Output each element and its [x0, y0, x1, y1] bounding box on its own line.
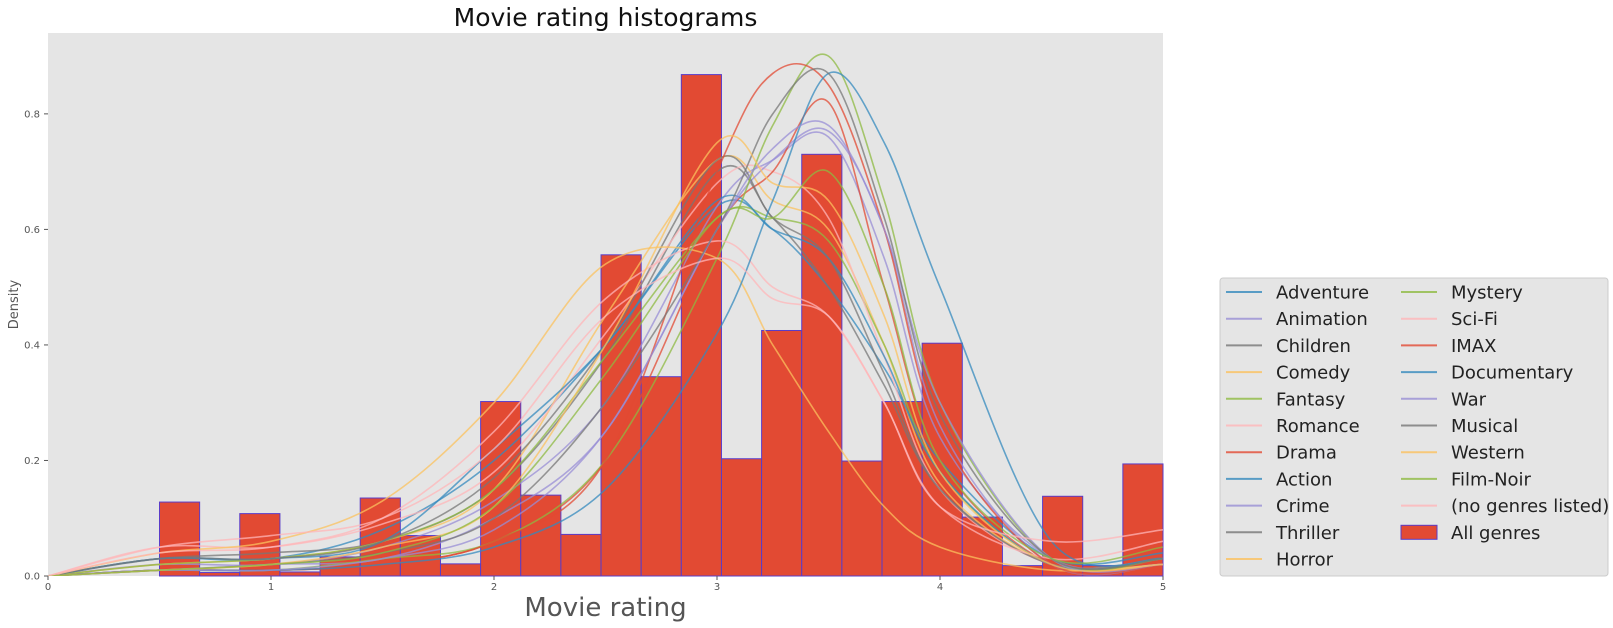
- legend-label: Drama: [1276, 443, 1337, 464]
- legend-label: Western: [1451, 443, 1525, 464]
- histogram-bar: [560, 533, 602, 577]
- legend-label: Romance: [1276, 416, 1360, 437]
- chart-title: Movie rating histograms: [454, 3, 758, 32]
- legend-label: Sci-Fi: [1451, 309, 1498, 330]
- legend-label: Comedy: [1276, 363, 1351, 384]
- y-tick-label: 0.0: [24, 572, 40, 583]
- density-lines: [48, 53, 1163, 576]
- histogram-bar: [1122, 463, 1164, 577]
- y-tick-label: 0.8: [24, 109, 40, 120]
- y-tick-label: 0.4: [24, 340, 40, 351]
- y-axis-label: Density: [7, 279, 22, 329]
- legend-label: Mystery: [1451, 283, 1523, 304]
- histogram-bar: [640, 376, 682, 577]
- histogram-bar: [801, 153, 843, 577]
- legend-label: Animation: [1276, 309, 1368, 330]
- histogram-bar: [720, 458, 763, 577]
- legend-label: Musical: [1451, 416, 1518, 437]
- legend-swatch: [1400, 524, 1438, 540]
- x-axis-label: Movie rating: [524, 593, 686, 623]
- histogram-bar: [761, 329, 803, 577]
- density-line: [48, 169, 1163, 576]
- x-tick-label: 2: [491, 582, 497, 593]
- legend-label: Action: [1276, 469, 1332, 490]
- legend-label: Film-Noir: [1451, 469, 1532, 490]
- density-line: [48, 155, 1163, 576]
- x-tick-label: 5: [1160, 582, 1166, 593]
- density-line: [48, 257, 1163, 576]
- legend-label: Fantasy: [1276, 389, 1346, 410]
- legend-label: Adventure: [1276, 283, 1369, 304]
- legend-box: [1219, 277, 1609, 577]
- legend-label: (no genres listed): [1451, 496, 1609, 517]
- y-tick-label: 0.2: [24, 456, 40, 467]
- legend-label: Horror: [1276, 550, 1334, 571]
- legend-label: Children: [1276, 336, 1351, 357]
- y-tick-label: 0.6: [24, 225, 40, 236]
- histogram-bar: [439, 563, 482, 577]
- x-tick-label: 0: [45, 582, 51, 593]
- legend-label: Thriller: [1275, 523, 1340, 544]
- x-tick-label: 4: [937, 582, 943, 593]
- histogram-bar: [199, 572, 241, 577]
- legend-label: Crime: [1276, 496, 1330, 517]
- x-tick-label: 1: [268, 582, 274, 593]
- histogram-bar: [279, 571, 321, 577]
- legend-label: Documentary: [1451, 363, 1574, 384]
- legend-label: War: [1451, 389, 1487, 410]
- histogram-bar: [680, 74, 722, 577]
- legend-label: IMAX: [1451, 336, 1496, 357]
- x-tick-label: 3: [714, 582, 720, 593]
- legend-label: All genres: [1451, 523, 1540, 544]
